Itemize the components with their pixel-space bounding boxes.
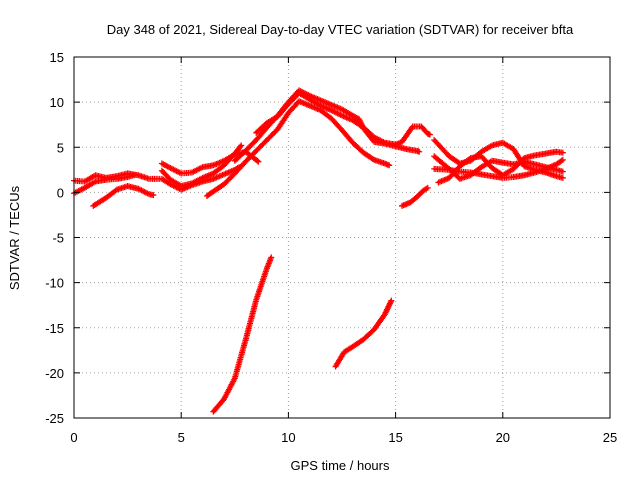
series-arc-09 [253,90,433,148]
data-point [268,254,275,261]
series-arc-11 [210,254,275,415]
x-tick-label: 0 [70,430,77,445]
series-arc-06 [158,164,243,193]
data-point [388,297,395,304]
data-series-layer [71,87,566,415]
y-tick-label: -5 [52,231,64,246]
y-tick-label: -10 [45,276,64,291]
data-point [466,156,473,163]
y-tick-label: -25 [45,411,64,426]
data-point [386,162,393,169]
data-point [416,148,423,155]
x-axis-label: GPS time / hours [291,458,390,473]
x-tick-label: 5 [178,430,185,445]
data-point [150,192,157,199]
series-arc-16 [435,148,566,186]
data-point [255,158,262,165]
axis-ticks: 0 5 10 15 20 25 -25 -20 -15 -10 -5 0 5 10 15 [45,50,617,445]
data-point [559,156,566,163]
data-point [254,157,261,164]
series-arc-13 [431,137,566,181]
data-point [559,168,566,175]
y-axis-label: SDTVAR / TECUs [7,185,22,290]
series-arc-03 [90,183,157,209]
x-tick-label: 15 [388,430,402,445]
data-point [558,157,565,164]
x-tick-label: 10 [281,430,295,445]
x-tick-label: 25 [603,430,617,445]
data-point [238,142,245,149]
y-tick-label: 0 [57,185,64,200]
data-point [559,149,566,156]
y-tick-label: 10 [50,95,64,110]
data-point [426,131,433,138]
chart-title: Day 348 of 2021, Sidereal Day-to-day VTE… [107,22,574,37]
series-arc-12 [332,297,395,370]
data-point [131,172,138,179]
y-tick-label: 5 [57,140,64,155]
series-arc-10 [399,184,431,209]
data-point [424,184,431,191]
x-tick-label: 20 [496,430,510,445]
y-tick-label: 15 [50,50,64,65]
series-arc-08 [231,87,423,164]
series-arc-07 [203,98,393,199]
data-point [559,174,566,181]
y-tick-label: -15 [45,321,64,336]
y-tick-label: -20 [45,366,64,381]
